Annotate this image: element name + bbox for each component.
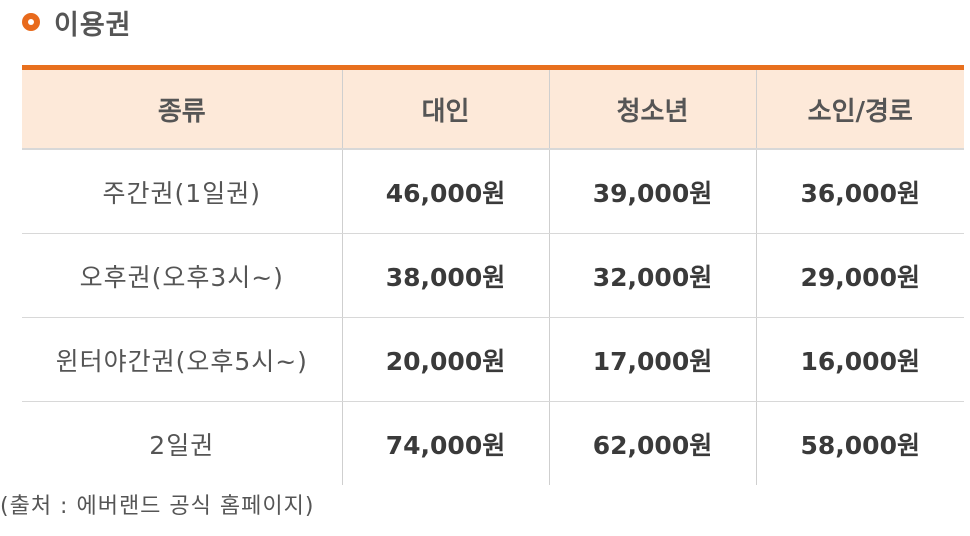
table-row: 주간권(1일권) 46,000원 39,000원 36,000원 (22, 149, 964, 234)
source-note: (출처 : 에버랜드 공식 홈페이지) (0, 494, 315, 519)
price-youth: 32,000원 (548, 233, 756, 318)
price-child-senior: 36,000원 (755, 149, 964, 234)
price-youth: 17,000원 (548, 317, 756, 402)
ticket-kind: 2일권 (149, 430, 215, 460)
price-child-senior: 29,000원 (755, 233, 964, 318)
ticket-kind: 주간권(1일권) (22, 149, 342, 234)
table-header-row: 종류 대인 청소년 소인/경로 (22, 67, 964, 150)
table-row: 2일권 74,000원 62,000원 58,000원 (22, 401, 964, 485)
bullet-icon (22, 13, 40, 31)
header-child-senior: 소인/경로 (755, 67, 964, 150)
ticket-kind: 오후권(오후3시~) (22, 233, 342, 318)
price-youth: 62,000원 (548, 401, 756, 485)
header-kind: 종류 (22, 67, 342, 150)
section-heading: 이용권 (22, 2, 132, 42)
ticket-price-table: 종류 대인 청소년 소인/경로 주간권(1일권) 46,000원 39,000원… (22, 65, 964, 485)
section-title: 이용권 (54, 9, 132, 41)
price-child-senior: 16,000원 (755, 317, 964, 402)
price-child-senior: 58,000원 (755, 401, 964, 485)
price-adult: 74,000원 (341, 401, 549, 485)
price-youth: 39,000원 (548, 149, 756, 234)
ticket-kind: 윈터야간권(오후5시~) (22, 317, 342, 402)
table-row: 윈터야간권(오후5시~) 20,000원 17,000원 16,000원 (22, 317, 964, 402)
header-youth: 청소년 (548, 67, 756, 150)
header-adult: 대인 (341, 67, 549, 150)
price-adult: 38,000원 (341, 233, 549, 318)
price-adult: 20,000원 (341, 317, 549, 402)
table-row: 오후권(오후3시~) 38,000원 32,000원 29,000원 (22, 233, 964, 318)
price-adult: 46,000원 (341, 149, 549, 234)
